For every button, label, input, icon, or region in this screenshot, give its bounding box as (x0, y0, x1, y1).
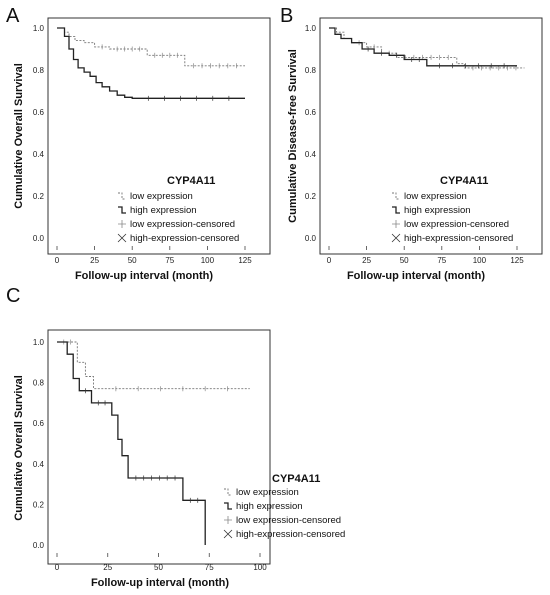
legend-entry-a: low expression-censored (130, 219, 235, 230)
panel-c: C Cumulative Overall Survival Follow-up … (6, 285, 345, 589)
legend-swatch-low-a (118, 192, 126, 200)
y-tick-label-c: 0.4 (33, 460, 45, 469)
legend-swatch-low-censored-c (224, 516, 232, 524)
y-tick-label-c: 1.0 (33, 338, 45, 347)
y-tick-label-c: 0.6 (33, 419, 45, 428)
x-tick-label-b: 25 (362, 256, 371, 265)
x-tick-label-b: 75 (437, 256, 446, 265)
legend-entry-b: high-expression-censored (404, 233, 513, 244)
series-line-high-a (57, 27, 245, 99)
panel-letter-b: B (280, 5, 293, 27)
plot-frame-a (47, 17, 271, 255)
series-line-high-b (329, 27, 517, 67)
y-tick-label-c: 0.2 (33, 500, 45, 509)
legend-title-a: CYP4A11 (167, 175, 215, 187)
legend-swatch-high-a (118, 206, 126, 214)
legend-swatch-high-censored-b (391, 233, 401, 243)
plot-frame-c (47, 329, 271, 565)
x-tick-label-a: 25 (90, 256, 99, 265)
series-line-low-c (57, 341, 250, 390)
legend-entry-b: low expression-censored (404, 219, 509, 230)
x-tick-label-a: 75 (165, 256, 174, 265)
panel-b: B Cumulative Disease-free Survival Follo… (280, 5, 543, 282)
x-tick-label-a: 50 (128, 256, 137, 265)
series-line-low-a (57, 27, 245, 67)
y-tick-label-a: 0.6 (33, 108, 45, 117)
legend-entry-c: high-expression-censored (236, 529, 345, 540)
legend-entry-b: low expression (404, 191, 467, 202)
plot-frame-b (319, 17, 543, 255)
legend-swatch-high-b (392, 206, 400, 214)
y-tick-label-a: 1.0 (33, 24, 45, 33)
legend-entry-a: high-expression-censored (130, 233, 239, 244)
x-tick-label-b: 125 (510, 256, 524, 265)
x-axis-label-c: Follow-up interval (month) (91, 577, 229, 589)
x-tick-label-a: 0 (55, 256, 60, 265)
y-tick-label-b: 0.2 (305, 192, 317, 201)
x-tick-label-b: 0 (327, 256, 332, 265)
x-axis-label-a: Follow-up interval (month) (75, 270, 213, 282)
legend-swatch-low-censored-b (392, 220, 400, 228)
y-tick-label-b: 0.0 (305, 234, 317, 243)
legend-swatch-high-censored-a (117, 233, 127, 243)
x-tick-label-c: 100 (253, 563, 267, 572)
x-tick-label-c: 50 (154, 563, 163, 572)
legend-entry-c: high expression (236, 501, 303, 512)
legend-swatch-high-censored-c (223, 529, 233, 539)
legend-swatch-high-c (224, 502, 232, 510)
y-tick-label-b: 1.0 (305, 24, 317, 33)
series-line-high-c (57, 341, 206, 545)
y-axis-label-b: Cumulative Disease-free Survival (287, 49, 299, 223)
legend-swatch-low-b (392, 192, 400, 200)
y-tick-label-a: 0.4 (33, 150, 45, 159)
x-tick-label-c: 0 (55, 563, 60, 572)
legend-entry-c: low expression-censored (236, 515, 341, 526)
y-axis-label-a: Cumulative Overall Survival (13, 63, 25, 209)
legend-entry-a: high expression (130, 205, 197, 216)
y-tick-label-c: 0.8 (33, 379, 45, 388)
x-tick-label-a: 100 (201, 256, 215, 265)
panel-letter-a: A (6, 5, 20, 27)
x-tick-label-c: 75 (205, 563, 214, 572)
x-tick-label-a: 125 (238, 256, 252, 265)
y-tick-label-b: 0.6 (305, 108, 317, 117)
y-tick-label-b: 0.8 (305, 66, 317, 75)
y-tick-label-a: 0.0 (33, 234, 45, 243)
legend-title-c: CYP4A11 (272, 473, 320, 485)
legend-swatch-low-censored-a (118, 220, 126, 228)
y-tick-label-a: 0.8 (33, 66, 45, 75)
x-tick-label-b: 100 (473, 256, 487, 265)
y-tick-label-b: 0.4 (305, 150, 317, 159)
x-tick-label-b: 50 (400, 256, 409, 265)
legend-entry-c: low expression (236, 487, 299, 498)
legend-swatch-low-c (224, 488, 232, 496)
x-axis-label-b: Follow-up interval (month) (347, 270, 485, 282)
legend-entry-b: high expression (404, 205, 471, 216)
legend-entry-a: low expression (130, 191, 193, 202)
y-tick-label-a: 0.2 (33, 192, 45, 201)
y-tick-label-c: 0.0 (33, 541, 45, 550)
y-axis-label-c: Cumulative Overall Survival (13, 375, 25, 521)
panel-a: A Cumulative Overall Survival Follow-up … (6, 5, 271, 282)
legend-title-b: CYP4A11 (440, 175, 488, 187)
x-tick-label-c: 25 (103, 563, 112, 572)
panel-letter-c: C (6, 285, 20, 307)
